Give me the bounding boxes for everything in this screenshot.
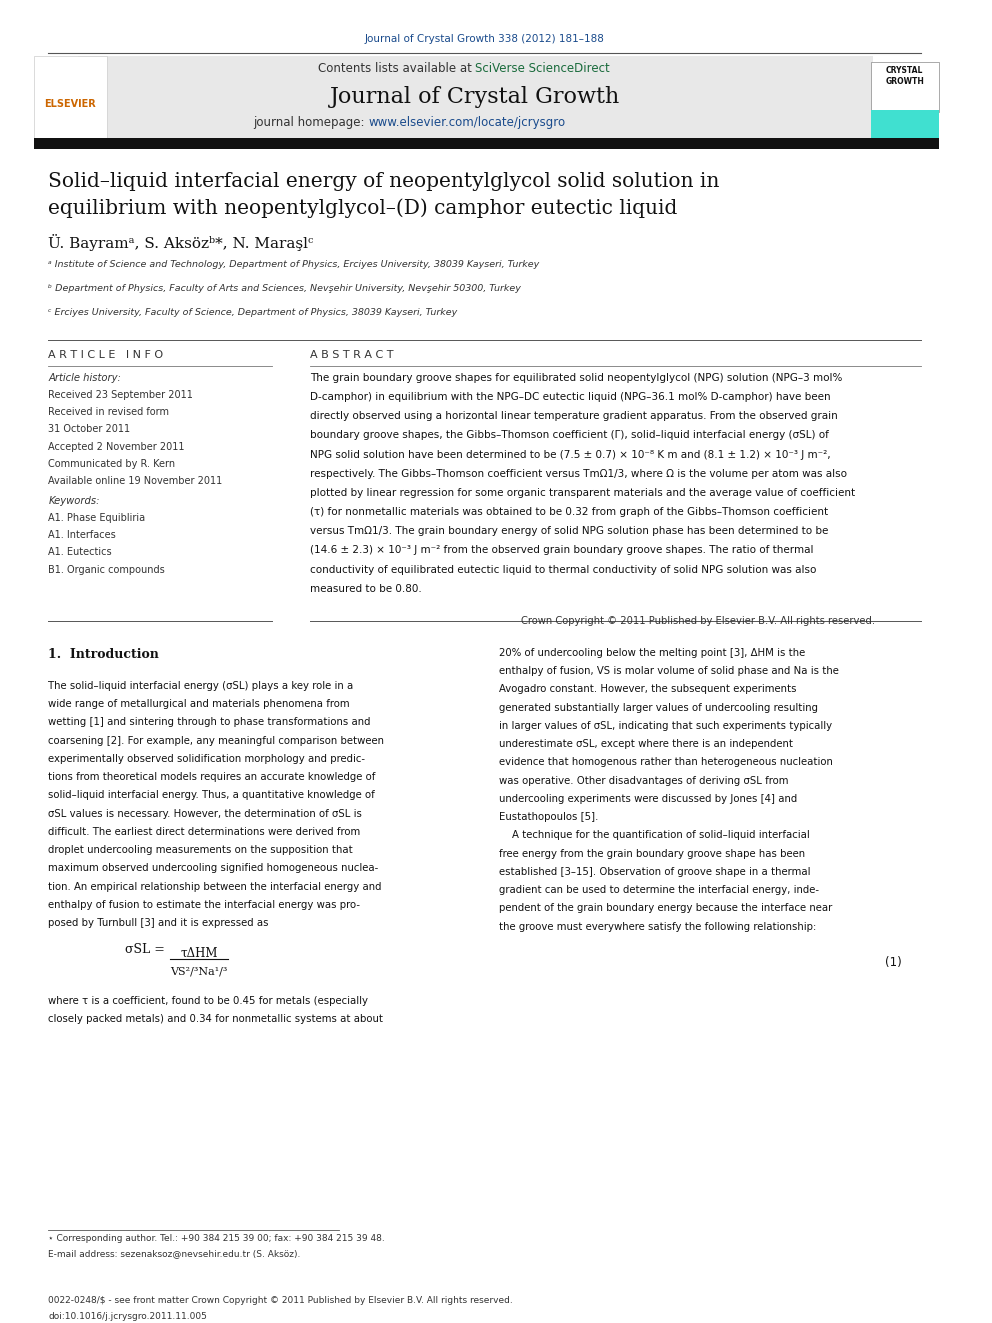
- Text: CRYSTAL
GROWTH: CRYSTAL GROWTH: [885, 66, 925, 86]
- Text: Journal of Crystal Growth 338 (2012) 181–188: Journal of Crystal Growth 338 (2012) 181…: [365, 34, 605, 45]
- Text: (τ) for nonmetallic materials was obtained to be 0.32 from graph of the Gibbs–Th: (τ) for nonmetallic materials was obtain…: [310, 507, 828, 517]
- Text: Keywords:: Keywords:: [49, 496, 100, 505]
- Text: Journal of Crystal Growth: Journal of Crystal Growth: [330, 86, 620, 108]
- Text: E-mail address: sezenaksoz@nevsehir.edu.tr (S. Aksöz).: E-mail address: sezenaksoz@nevsehir.edu.…: [49, 1249, 301, 1258]
- Text: tions from theoretical models requires an accurate knowledge of: tions from theoretical models requires a…: [49, 773, 376, 782]
- Text: Available online 19 November 2011: Available online 19 November 2011: [49, 476, 223, 486]
- Text: undercooling experiments were discussed by Jones [4] and: undercooling experiments were discussed …: [499, 794, 798, 804]
- Text: plotted by linear regression for some organic transparent materials and the aver: plotted by linear regression for some or…: [310, 488, 855, 497]
- Text: 1.  Introduction: 1. Introduction: [49, 648, 160, 662]
- Text: versus TmΩ1/3. The grain boundary energy of solid NPG solution phase has been de: versus TmΩ1/3. The grain boundary energy…: [310, 527, 828, 536]
- Text: Crown Copyright © 2011 Published by Elsevier B.V. All rights reserved.: Crown Copyright © 2011 Published by Else…: [521, 617, 875, 626]
- Text: www.elsevier.com/locate/jcrysgro: www.elsevier.com/locate/jcrysgro: [368, 116, 565, 130]
- Text: (1): (1): [885, 957, 902, 970]
- Text: SciVerse ScienceDirect: SciVerse ScienceDirect: [475, 62, 610, 75]
- Text: Article history:: Article history:: [49, 373, 121, 382]
- Text: The grain boundary groove shapes for equilibrated solid neopentylglycol (NPG) so: The grain boundary groove shapes for equ…: [310, 373, 842, 382]
- Text: A technique for the quantification of solid–liquid interfacial: A technique for the quantification of so…: [499, 831, 810, 840]
- Text: directly observed using a horizontal linear temperature gradient apparatus. From: directly observed using a horizontal lin…: [310, 411, 838, 421]
- Text: pendent of the grain boundary energy because the interface near: pendent of the grain boundary energy bec…: [499, 904, 832, 913]
- Text: enthalpy of fusion to estimate the interfacial energy was pro-: enthalpy of fusion to estimate the inter…: [49, 900, 360, 910]
- Text: experimentally observed solidification morphology and predic-: experimentally observed solidification m…: [49, 754, 365, 763]
- Text: wetting [1] and sintering through to phase transformations and: wetting [1] and sintering through to pha…: [49, 717, 371, 728]
- Text: conductivity of equilibrated eutectic liquid to thermal conductivity of solid NP: conductivity of equilibrated eutectic li…: [310, 565, 816, 574]
- Text: ⋆ Corresponding author. Tel.: +90 384 215 39 00; fax: +90 384 215 39 48.: ⋆ Corresponding author. Tel.: +90 384 21…: [49, 1233, 385, 1242]
- Text: τΔHM: τΔHM: [180, 947, 217, 960]
- FancyBboxPatch shape: [871, 110, 938, 139]
- Text: maximum observed undercooling signified homogeneous nuclea-: maximum observed undercooling signified …: [49, 864, 379, 873]
- Text: free energy from the grain boundary groove shape has been: free energy from the grain boundary groo…: [499, 848, 806, 859]
- Text: ELSEVIER: ELSEVIER: [44, 99, 95, 110]
- Text: in larger values of σSL, indicating that such experiments typically: in larger values of σSL, indicating that…: [499, 721, 832, 730]
- Text: posed by Turnbull [3] and it is expressed as: posed by Turnbull [3] and it is expresse…: [49, 918, 269, 929]
- Text: established [3–15]. Observation of groove shape in a thermal: established [3–15]. Observation of groov…: [499, 867, 810, 877]
- Text: closely packed metals) and 0.34 for nonmetallic systems at about: closely packed metals) and 0.34 for nonm…: [49, 1015, 384, 1024]
- Text: Received 23 September 2011: Received 23 September 2011: [49, 390, 193, 400]
- Text: enthalpy of fusion, VS is molar volume of solid phase and Na is the: enthalpy of fusion, VS is molar volume o…: [499, 665, 839, 676]
- Text: (14.6 ± 2.3) × 10⁻³ J m⁻² from the observed grain boundary groove shapes. The ra: (14.6 ± 2.3) × 10⁻³ J m⁻² from the obser…: [310, 545, 813, 556]
- Text: droplet undercooling measurements on the supposition that: droplet undercooling measurements on the…: [49, 845, 353, 855]
- Text: Ü. Bayramᵃ, S. Aksözᵇ*, N. Maraşlᶜ: Ü. Bayramᵃ, S. Aksözᵇ*, N. Maraşlᶜ: [49, 234, 313, 251]
- Text: Accepted 2 November 2011: Accepted 2 November 2011: [49, 442, 185, 451]
- FancyBboxPatch shape: [77, 56, 873, 139]
- Text: underestimate σSL, except where there is an independent: underestimate σSL, except where there is…: [499, 740, 794, 749]
- FancyBboxPatch shape: [34, 138, 938, 149]
- Text: NPG solid solution have been determined to be (7.5 ± 0.7) × 10⁻⁸ K m and (8.1 ± : NPG solid solution have been determined …: [310, 450, 831, 459]
- Text: Eustathopoulos [5].: Eustathopoulos [5].: [499, 812, 599, 822]
- Text: tion. An empirical relationship between the interfacial energy and: tion. An empirical relationship between …: [49, 881, 382, 892]
- Text: ᵃ Institute of Science and Technology, Department of Physics, Erciyes University: ᵃ Institute of Science and Technology, D…: [49, 261, 540, 270]
- Text: generated substantially larger values of undercooling resulting: generated substantially larger values of…: [499, 703, 818, 713]
- Text: solid–liquid interfacial energy. Thus, a quantitative knowledge of: solid–liquid interfacial energy. Thus, a…: [49, 790, 375, 800]
- Text: Communicated by R. Kern: Communicated by R. Kern: [49, 459, 176, 468]
- Text: 0022-0248/$ - see front matter Crown Copyright © 2011 Published by Elsevier B.V.: 0022-0248/$ - see front matter Crown Cop…: [49, 1295, 513, 1304]
- Text: respectively. The Gibbs–Thomson coefficient versus TmΩ1/3, where Ω is the volume: respectively. The Gibbs–Thomson coeffici…: [310, 468, 847, 479]
- Text: was operative. Other disadvantages of deriving σSL from: was operative. Other disadvantages of de…: [499, 775, 789, 786]
- Text: measured to be 0.80.: measured to be 0.80.: [310, 583, 422, 594]
- Text: Avogadro constant. However, the subsequent experiments: Avogadro constant. However, the subseque…: [499, 684, 797, 695]
- FancyBboxPatch shape: [34, 56, 107, 139]
- Text: A R T I C L E   I N F O: A R T I C L E I N F O: [49, 351, 164, 360]
- Text: B1. Organic compounds: B1. Organic compounds: [49, 565, 166, 574]
- Text: Received in revised form: Received in revised form: [49, 407, 170, 417]
- Text: evidence that homogenous rather than heterogeneous nucleation: evidence that homogenous rather than het…: [499, 757, 833, 767]
- Text: doi:10.1016/j.jcrysgro.2011.11.005: doi:10.1016/j.jcrysgro.2011.11.005: [49, 1311, 207, 1320]
- Text: ᵇ Department of Physics, Faculty of Arts and Sciences, Nevşehir University, Nevş: ᵇ Department of Physics, Faculty of Arts…: [49, 284, 522, 294]
- Text: wide range of metallurgical and materials phenomena from: wide range of metallurgical and material…: [49, 699, 350, 709]
- Text: VS²/³Na¹/³: VS²/³Na¹/³: [170, 967, 227, 976]
- Text: Solid–liquid interfacial energy of neopentylglycol solid solution in
equilibrium: Solid–liquid interfacial energy of neope…: [49, 172, 720, 218]
- Text: A1. Phase Equibliria: A1. Phase Equibliria: [49, 513, 146, 523]
- Text: 20% of undercooling below the melting point [3], ΔHM is the: 20% of undercooling below the melting po…: [499, 648, 806, 658]
- Text: 31 October 2011: 31 October 2011: [49, 425, 131, 434]
- Text: A B S T R A C T: A B S T R A C T: [310, 351, 394, 360]
- Text: A1. Interfaces: A1. Interfaces: [49, 531, 116, 540]
- Text: σSL values is necessary. However, the determination of σSL is: σSL values is necessary. However, the de…: [49, 808, 362, 819]
- Text: coarsening [2]. For example, any meaningful comparison between: coarsening [2]. For example, any meaning…: [49, 736, 385, 746]
- Text: Contents lists available at: Contents lists available at: [317, 62, 475, 75]
- Text: the groove must everywhere satisfy the following relationship:: the groove must everywhere satisfy the f…: [499, 922, 816, 931]
- FancyBboxPatch shape: [871, 62, 938, 112]
- Text: boundary groove shapes, the Gibbs–Thomson coefficient (Γ), solid–liquid interfac: boundary groove shapes, the Gibbs–Thomso…: [310, 430, 829, 441]
- Text: difficult. The earliest direct determinations were derived from: difficult. The earliest direct determina…: [49, 827, 361, 837]
- Text: D-camphor) in equilibrium with the NPG–DC eutectic liquid (NPG–36.1 mol% D-camph: D-camphor) in equilibrium with the NPG–D…: [310, 392, 831, 402]
- Text: The solid–liquid interfacial energy (σSL) plays a key role in a: The solid–liquid interfacial energy (σSL…: [49, 681, 354, 691]
- Text: journal homepage:: journal homepage:: [253, 116, 368, 130]
- Text: gradient can be used to determine the interfacial energy, inde-: gradient can be used to determine the in…: [499, 885, 819, 896]
- Text: where τ is a coefficient, found to be 0.45 for metals (especially: where τ is a coefficient, found to be 0.…: [49, 996, 368, 1005]
- Text: A1. Eutectics: A1. Eutectics: [49, 548, 112, 557]
- Text: ᶜ Erciyes University, Faculty of Science, Department of Physics, 38039 Kayseri, : ᶜ Erciyes University, Faculty of Science…: [49, 308, 457, 318]
- Text: σSL =: σSL =: [125, 943, 165, 957]
